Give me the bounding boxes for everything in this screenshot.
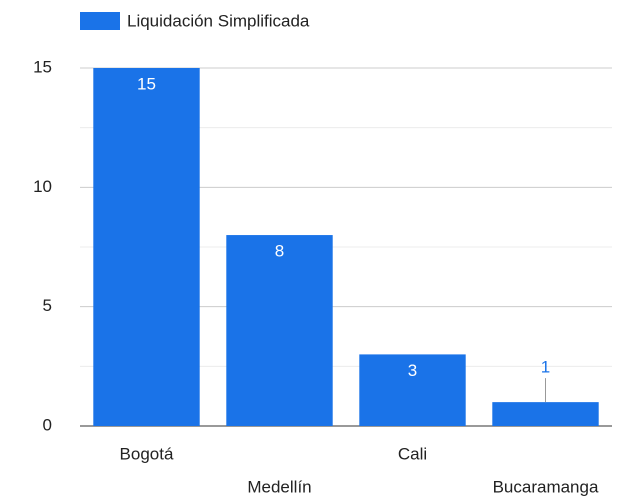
x-tick-label: Bucaramanga bbox=[493, 477, 599, 496]
data-label: 15 bbox=[137, 74, 156, 93]
y-tick-label: 10 bbox=[33, 177, 52, 196]
x-tick-label: Medellín bbox=[247, 477, 311, 496]
legend-swatch bbox=[80, 12, 120, 30]
data-label: 8 bbox=[275, 242, 284, 261]
x-tick-label: Cali bbox=[398, 444, 427, 463]
data-label: 1 bbox=[541, 358, 550, 377]
y-tick-label: 5 bbox=[43, 296, 52, 315]
bar bbox=[226, 235, 333, 426]
x-tick-label: Bogotá bbox=[120, 444, 174, 463]
bar bbox=[359, 354, 466, 426]
y-tick-label: 0 bbox=[43, 415, 52, 434]
legend-label: Liquidación Simplificada bbox=[127, 11, 310, 30]
bar bbox=[492, 402, 599, 426]
bar bbox=[93, 68, 200, 426]
y-tick-label: 15 bbox=[33, 57, 52, 76]
data-label: 3 bbox=[408, 361, 417, 380]
